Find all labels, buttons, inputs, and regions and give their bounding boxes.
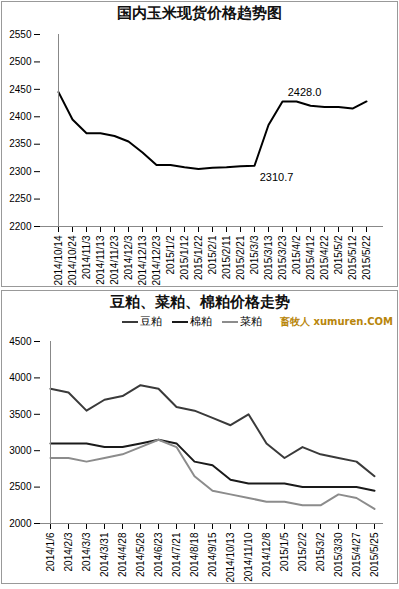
svg-text:2015/4/22: 2015/4/22 (319, 235, 330, 280)
html-text:菜粕: 菜粕 (240, 315, 262, 328)
svg-text:2015/1/5: 2015/1/5 (279, 532, 290, 571)
svg-text:2014/11/23: 2014/11/23 (109, 235, 120, 285)
svg-text:2014/11/10: 2014/11/10 (243, 532, 254, 582)
svg-text:2015/2/11: 2015/2/11 (221, 235, 232, 279)
svg-text:2428.0: 2428.0 (288, 86, 322, 98)
svg-text:2015/3/23: 2015/3/23 (277, 235, 288, 280)
svg-text:2450: 2450 (9, 84, 32, 95)
svg-text:2015/3/3: 2015/3/3 (249, 235, 260, 274)
svg-text:2015/4/27: 2015/4/27 (351, 532, 362, 577)
svg-text:2014/1/6: 2014/1/6 (45, 532, 56, 571)
svg-text:2014/8/18: 2014/8/18 (189, 532, 200, 577)
svg-text:2014/10/14: 2014/10/14 (53, 235, 64, 285)
svg-text:2014/12/23: 2014/12/23 (151, 235, 162, 285)
svg-text:2015/1/22: 2015/1/22 (193, 235, 204, 280)
svg-text:2015/4/2: 2015/4/2 (291, 235, 302, 274)
svg-text:2015/3/30: 2015/3/30 (333, 532, 344, 577)
html-text:豆粕、菜粕、棉粕价格走势: 豆粕、菜粕、棉粕价格走势 (109, 293, 290, 311)
svg-text:2014/3/31: 2014/3/31 (99, 532, 110, 577)
svg-text:2550: 2550 (9, 29, 32, 40)
svg-text:2200: 2200 (9, 221, 32, 232)
svg-text:2015/5/12: 2015/5/12 (347, 235, 358, 280)
svg-text:2015/5/22: 2015/5/22 (361, 235, 372, 280)
svg-text:2014/12/3: 2014/12/3 (123, 235, 134, 280)
svg-text:2014/9/15: 2014/9/15 (207, 532, 218, 577)
svg-text:2015/3/13: 2015/3/13 (263, 235, 274, 280)
html-text:畜牧人 xumuren.COM: 畜牧人 xumuren.COM (280, 316, 393, 327)
svg-text:2500: 2500 (9, 481, 32, 492)
svg-text:2014/4/28: 2014/4/28 (117, 532, 128, 577)
svg-text:2015/4/12: 2015/4/12 (305, 235, 316, 280)
svg-text:2015/1/2: 2015/1/2 (165, 235, 176, 274)
svg-text:2250: 2250 (9, 193, 32, 204)
svg-text:4000: 4000 (9, 372, 32, 383)
svg-text:2300: 2300 (9, 166, 32, 177)
svg-text:2014/3/3: 2014/3/3 (81, 532, 92, 571)
svg-text:2310.7: 2310.7 (260, 171, 294, 183)
svg-text:2350: 2350 (9, 138, 32, 149)
svg-text:3000: 3000 (9, 445, 32, 456)
svg-text:2014/5/26: 2014/5/26 (135, 532, 146, 577)
svg-text:2014/6/23: 2014/6/23 (153, 532, 164, 577)
svg-text:2015/2/21: 2015/2/21 (235, 235, 246, 280)
svg-text:2014/2/3: 2014/2/3 (63, 532, 74, 571)
svg-text:2015/5/2: 2015/5/2 (333, 235, 344, 274)
svg-text:2500: 2500 (9, 56, 32, 67)
svg-text:2015/3/2: 2015/3/2 (315, 532, 326, 571)
svg-text:3500: 3500 (9, 409, 32, 420)
svg-text:2014/7/21: 2014/7/21 (171, 532, 182, 577)
svg-text:2014/12/13: 2014/12/13 (137, 235, 148, 285)
html-text:棉粕: 棉粕 (190, 315, 212, 328)
svg-text:2015/5/25: 2015/5/25 (369, 532, 380, 577)
svg-text:2014/12/8: 2014/12/8 (261, 532, 272, 577)
svg-text:2015/2/1: 2015/2/1 (207, 235, 218, 274)
html-text:国内玉米现货价格趋势图: 国内玉米现货价格趋势图 (117, 4, 282, 22)
svg-text:2015/2/2: 2015/2/2 (297, 532, 308, 571)
svg-text:2400: 2400 (9, 111, 32, 122)
svg-text:2014/10/13: 2014/10/13 (225, 532, 236, 582)
svg-text:4500: 4500 (9, 336, 32, 347)
html-text:豆粕: 豆粕 (140, 315, 162, 328)
svg-text:2014/10/24: 2014/10/24 (67, 235, 78, 285)
svg-text:2000: 2000 (9, 518, 32, 529)
svg-text:2014/11/3: 2014/11/3 (81, 235, 92, 279)
svg-text:2015/1/12: 2015/1/12 (179, 235, 190, 280)
svg-text:2014/11/13: 2014/11/13 (95, 235, 106, 285)
